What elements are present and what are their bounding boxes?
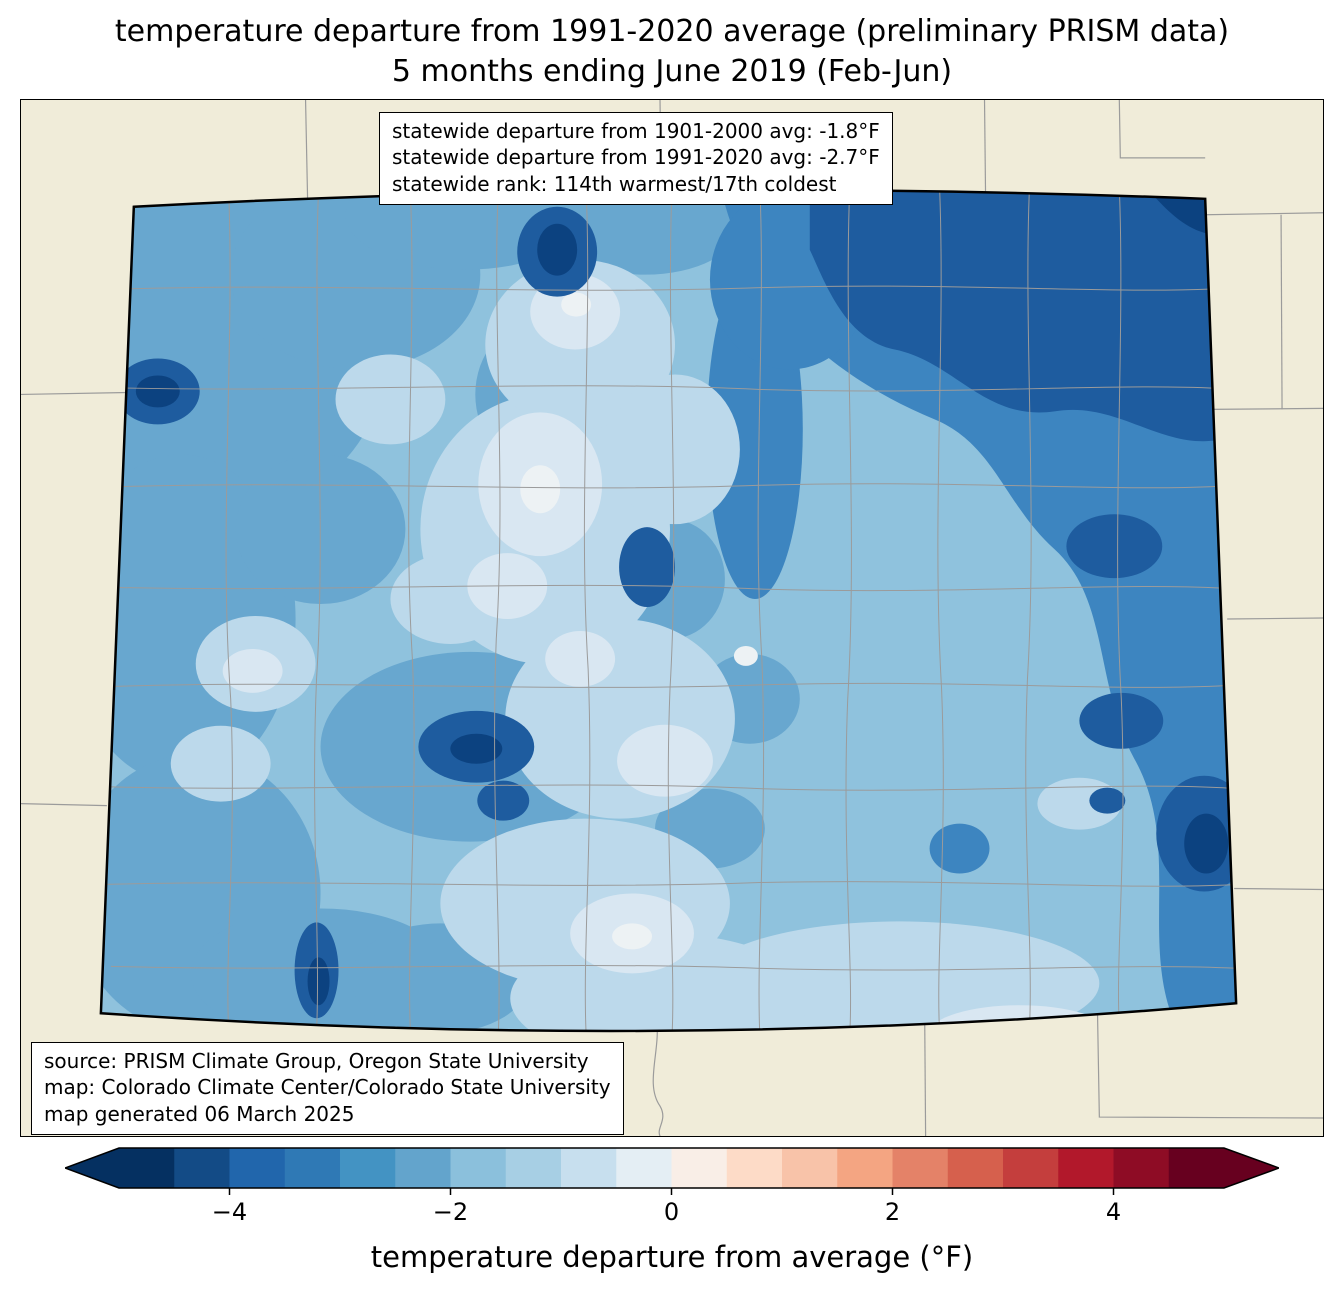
colorbar-segment — [892, 1148, 949, 1188]
colorbar-segment — [1113, 1148, 1170, 1188]
colorbar-segment — [284, 1148, 341, 1188]
fill-level-m40 — [115, 190, 1237, 1019]
colorbar-axis-label: temperature departure from average (°F) — [370, 1240, 974, 1274]
colorbar-segment — [340, 1148, 396, 1188]
neighbor-county-lines — [21, 100, 1323, 1136]
stat-departure-1901-2000: statewide departure from 1901-2000 avg: … — [392, 119, 880, 143]
colorbar-segment — [1003, 1148, 1059, 1188]
stat-statewide-rank: statewide rank: 114th warmest/17th colde… — [392, 171, 837, 196]
colorbar-segment — [505, 1148, 562, 1188]
stat-departure-1991-2020: statewide departure from 1991-2020 avg: … — [392, 145, 880, 170]
colorbar: −4 −2 0 2 4 — [65, 1146, 1279, 1230]
map-frame: statewide departure from 1901-2000 avg: … — [20, 99, 1324, 1137]
colorbar-segment — [837, 1148, 894, 1188]
colorado-map-svg — [21, 100, 1323, 1136]
map-title-line1: temperature departure from 1991-2020 ave… — [114, 14, 1230, 49]
colorbar-segment — [726, 1148, 783, 1188]
map-title-line2: 5 months ending June 2019 (Feb-Jun) — [391, 54, 953, 89]
colorbar-over-arrow — [1224, 1148, 1279, 1188]
statewide-stats-box: statewide departure from 1901-2000 avg: … — [379, 112, 893, 206]
colorbar-segment — [616, 1148, 673, 1188]
colorbar-segment — [1058, 1148, 1115, 1188]
colorbar-segment — [119, 1148, 175, 1188]
colorbar-segment — [1168, 1148, 1225, 1188]
colorbar-svg: −4 −2 0 2 4 — [65, 1147, 1279, 1226]
generated-date-line: map generated 06 March 2025 — [44, 1101, 355, 1126]
colorbar-segment — [395, 1148, 452, 1188]
colorbar-tick-label: 4 — [1106, 1198, 1121, 1226]
county-lines — [100, 190, 1237, 1031]
colorbar-segment — [561, 1148, 617, 1188]
colorbar-segment — [671, 1148, 728, 1188]
source-line: source: PRISM Climate Group, Oregon Stat… — [44, 1049, 589, 1073]
colorbar-segment — [947, 1148, 1004, 1188]
colorbar-tick-label: −2 — [433, 1198, 468, 1226]
colorbar-segment — [174, 1148, 231, 1188]
fill-level-m10 — [520, 292, 758, 950]
colorbar-segment — [229, 1148, 286, 1188]
colorbar-segment — [450, 1148, 507, 1188]
colorbar-tick-label: 2 — [885, 1198, 900, 1226]
colorbar-outline — [65, 1147, 1279, 1189]
colorbar-tick-label: −4 — [212, 1198, 247, 1226]
colorbar-tick-label: 0 — [664, 1198, 679, 1226]
map-credit-line: map: Colorado Climate Center/Colorado St… — [44, 1075, 611, 1100]
temperature-fill-layers — [100, 190, 1237, 1031]
colorbar-under-arrow — [65, 1148, 119, 1188]
colorbar-segment — [782, 1148, 838, 1188]
source-attribution-box: source: PRISM Climate Group, Oregon Stat… — [31, 1042, 624, 1136]
